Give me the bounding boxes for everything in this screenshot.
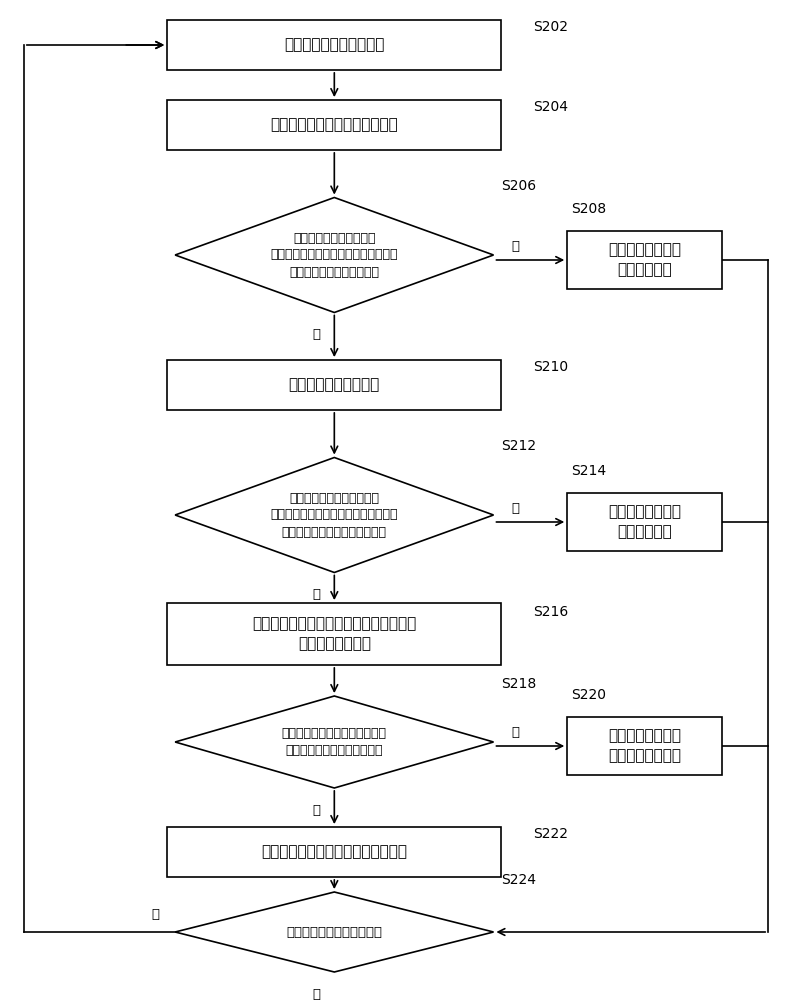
FancyBboxPatch shape	[167, 827, 501, 877]
Text: S214: S214	[572, 464, 607, 478]
Text: 标记该变化图斑为疑似违法图斑类型: 标记该变化图斑为疑似违法图斑类型	[261, 844, 408, 859]
Text: S216: S216	[533, 605, 568, 619]
Text: 显示历史变化图斑图层: 显示历史变化图斑图层	[289, 377, 380, 392]
Text: 否: 否	[313, 588, 321, 601]
Text: S222: S222	[533, 827, 568, 841]
Text: 获取选定的变化图斑数据: 获取选定的变化图斑数据	[284, 37, 384, 52]
Text: 标记该变化图斑为
重复图斑类型: 标记该变化图斑为 重复图斑类型	[608, 505, 681, 539]
Text: S212: S212	[501, 438, 537, 452]
Text: 否: 否	[313, 804, 321, 816]
FancyBboxPatch shape	[567, 493, 723, 551]
Text: S218: S218	[501, 677, 537, 691]
Text: S208: S208	[572, 202, 607, 216]
Text: 标记该变化图斑为
正常变化图斑类型: 标记该变化图斑为 正常变化图斑类型	[608, 729, 681, 763]
Text: 显示土地开发整理复垦范围图层: 显示土地开发整理复垦范围图层	[271, 117, 398, 132]
Text: S204: S204	[533, 100, 568, 114]
Polygon shape	[175, 458, 494, 572]
FancyBboxPatch shape	[167, 100, 501, 150]
Text: 判断变化图斑是否全部甄别: 判断变化图斑是否全部甄别	[287, 926, 382, 938]
FancyBboxPatch shape	[167, 20, 501, 70]
Text: 判断该选定的变化图斑数据是否
满足正常变化图斑类型的条件: 判断该选定的变化图斑数据是否 满足正常变化图斑类型的条件	[282, 727, 387, 757]
FancyBboxPatch shape	[567, 717, 723, 775]
Text: 否: 否	[313, 328, 321, 341]
Text: 是: 是	[512, 502, 520, 514]
Polygon shape	[175, 696, 494, 788]
Text: 判断所述选定的变化图斑
数据是否与土地开发整理复垦范围重叠
且重叠面积超过第一预定值: 判断所述选定的变化图斑 数据是否与土地开发整理复垦范围重叠 且重叠面积超过第一预…	[271, 232, 398, 278]
Polygon shape	[175, 198, 494, 312]
Text: 是: 是	[512, 726, 520, 738]
Text: S220: S220	[572, 688, 606, 702]
Text: S202: S202	[533, 20, 568, 34]
FancyBboxPatch shape	[167, 603, 501, 665]
Text: S206: S206	[501, 178, 537, 192]
Text: 依次显示权属信息图层、供地信息图层、
历史违法用地图层: 依次显示权属信息图层、供地信息图层、 历史违法用地图层	[252, 617, 416, 651]
FancyBboxPatch shape	[567, 231, 723, 289]
Polygon shape	[175, 892, 494, 972]
Text: 标记该变化图斑为
无效图斑类型: 标记该变化图斑为 无效图斑类型	[608, 243, 681, 277]
Text: S210: S210	[533, 360, 568, 374]
Text: 是: 是	[313, 988, 321, 1000]
Text: 否: 否	[151, 908, 159, 920]
FancyBboxPatch shape	[167, 360, 501, 410]
Text: 是: 是	[512, 239, 520, 252]
Text: 判断该选定的变化图斑数据
是否与预定时期内的历史变化图斑数据
重叠且重叠面积超过第二预定值: 判断该选定的变化图斑数据 是否与预定时期内的历史变化图斑数据 重叠且重叠面积超过…	[271, 491, 398, 538]
Text: S224: S224	[501, 873, 537, 887]
